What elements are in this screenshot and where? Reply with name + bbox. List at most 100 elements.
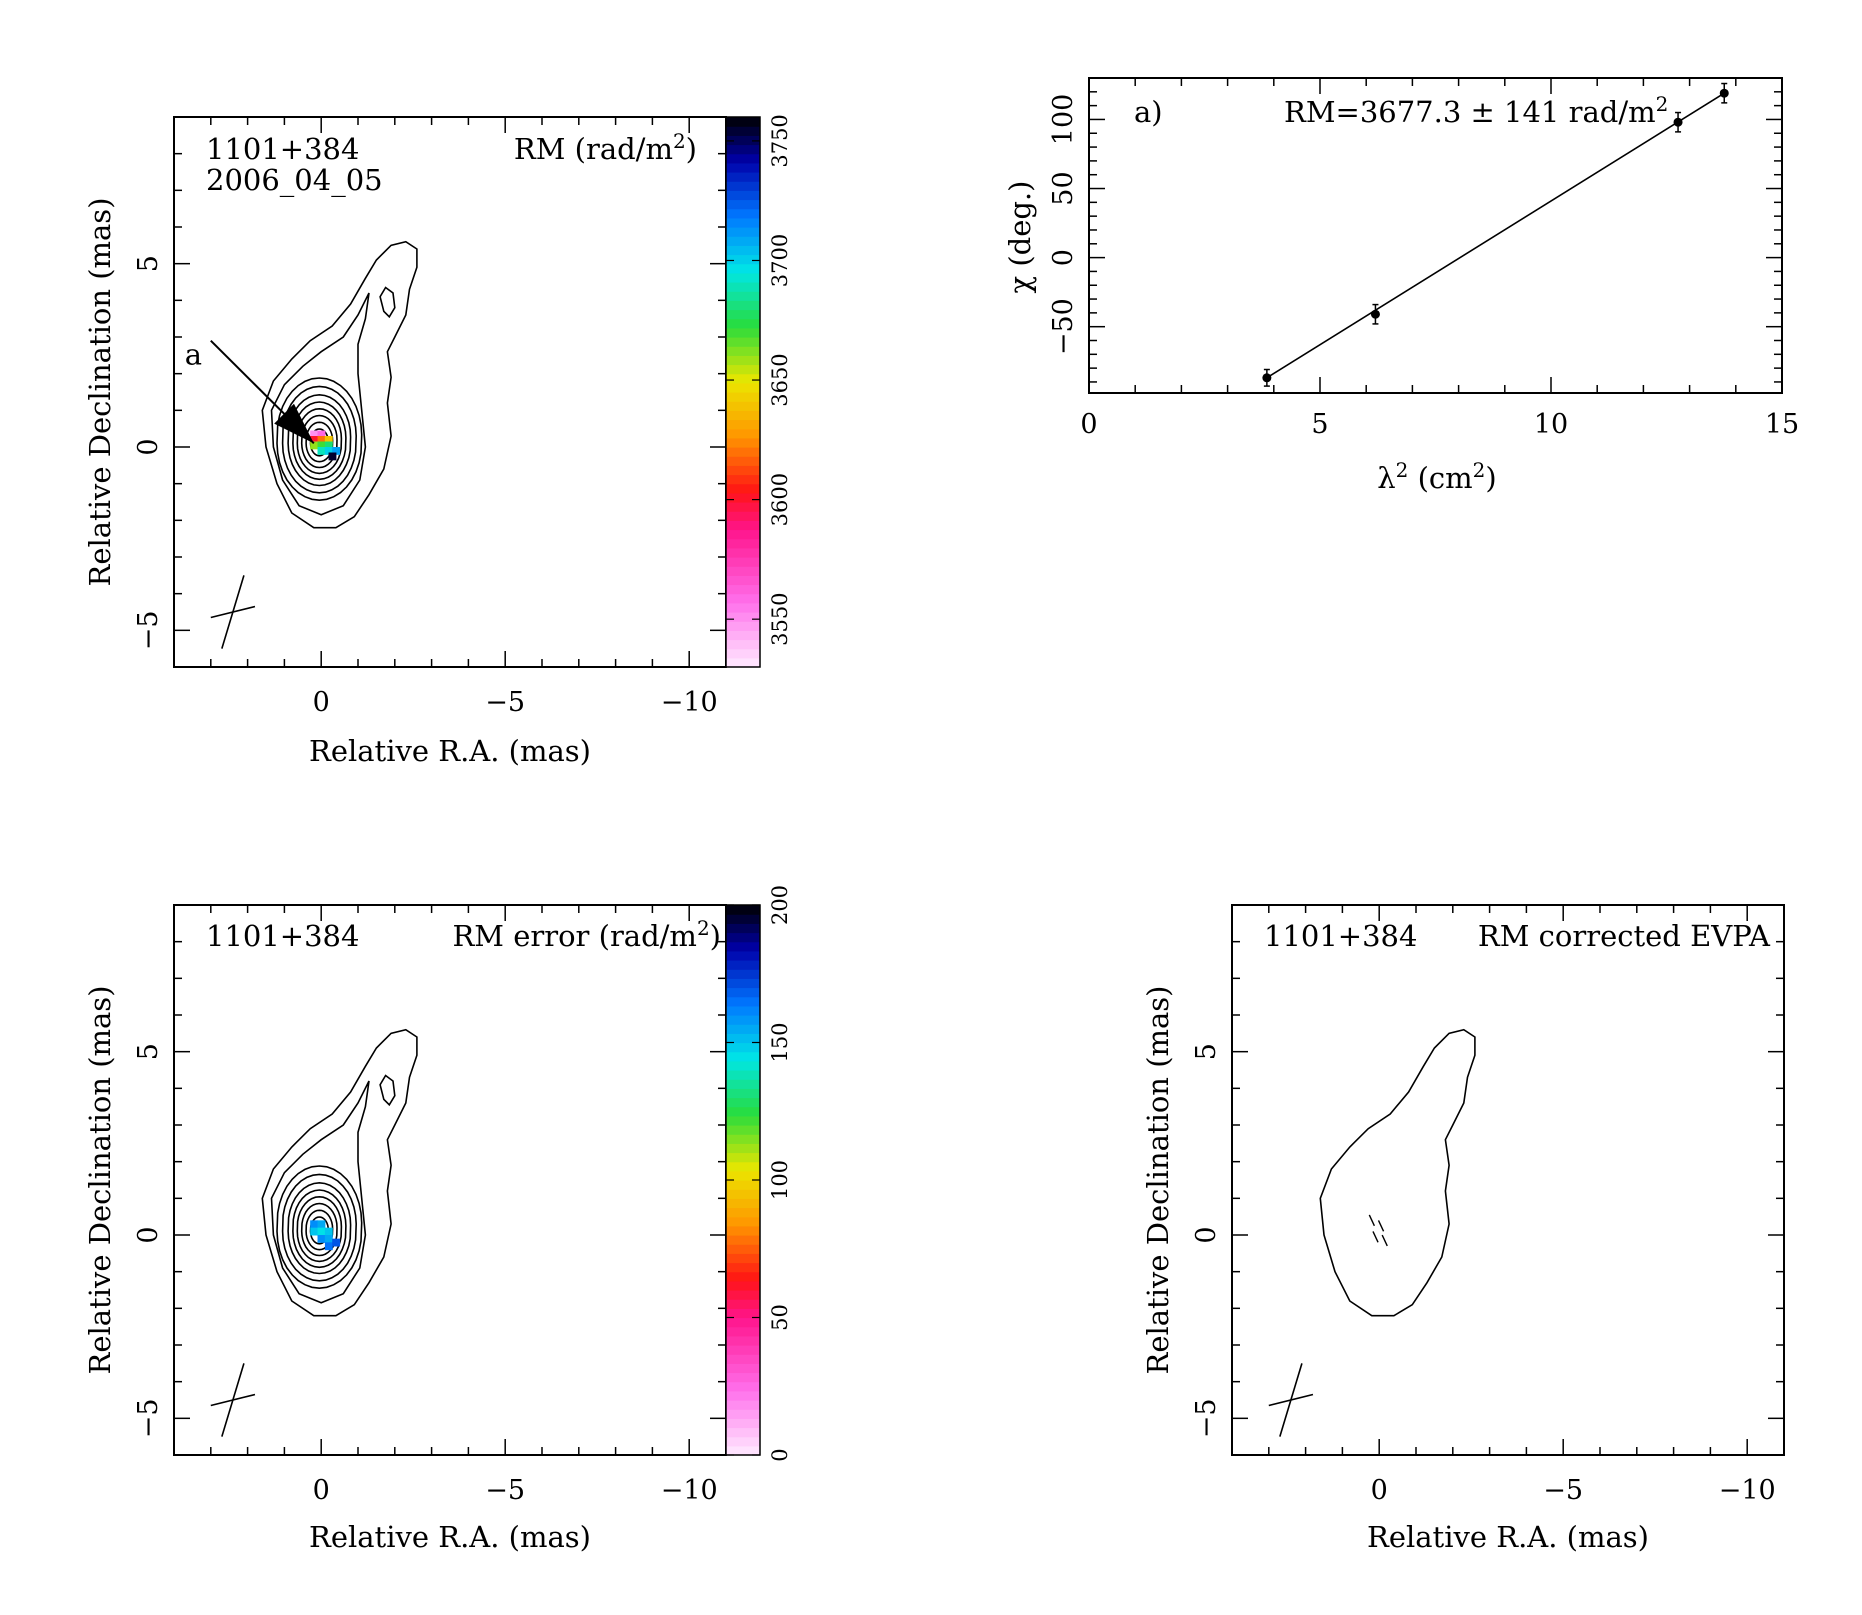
rm-error-map-pixels <box>310 1220 341 1251</box>
colorbar-cell <box>726 1436 760 1447</box>
colorbar-cell <box>726 1216 760 1227</box>
colorbar-cell <box>726 419 760 430</box>
colorbar-cell <box>726 410 760 421</box>
evpa-map-source-name: 1101+384 <box>1264 919 1417 953</box>
colorbar-cell <box>726 1079 760 1089</box>
colorbar-cell <box>726 593 760 604</box>
contour-level <box>287 1181 352 1275</box>
rm-map-epoch: 2006_04_05 <box>206 163 383 198</box>
rm-error-map-ticks <box>173 904 727 1456</box>
rm-map-panel: a 1101+384 2006_04_05 RM (rad/m2) 3550 36… <box>83 114 792 768</box>
colorbar-cell <box>726 437 760 448</box>
rm-map-source-name: 1101+384 <box>206 132 359 166</box>
contour-level <box>270 1080 370 1304</box>
y-tick-label: 0 <box>133 438 164 455</box>
colorbar-cell <box>726 960 760 970</box>
y-tick-label: 5 <box>133 255 164 272</box>
contour-level <box>296 1195 343 1263</box>
y-tick-label: 5 <box>133 1043 164 1060</box>
x-tick-label: 0 <box>1371 1475 1388 1506</box>
map-pixel <box>310 1220 319 1229</box>
colorbar-cell <box>726 135 760 146</box>
colorbar-cell <box>726 1354 760 1364</box>
colorbar-cell <box>726 318 760 329</box>
contour-level <box>292 1189 347 1269</box>
colorbar-cell <box>726 456 760 466</box>
rm-map-pixels <box>310 430 341 461</box>
colorbar-cell <box>726 630 760 641</box>
rm-map-x-axis-title: Relative R.A. (mas) <box>309 734 591 768</box>
data-point <box>1719 88 1729 98</box>
evpa-map-frame <box>1231 904 1785 1456</box>
colorbar-cell <box>726 227 760 237</box>
evpa-map-panel: 1101+384 RM corrected EVPA 0 −5 −10 −5 0 5 R… <box>1141 904 1785 1554</box>
colorbar-cell <box>726 657 760 668</box>
colorbar-cell <box>726 117 760 127</box>
rm-map-y-tick-labels: −5 0 5 <box>133 255 164 650</box>
colorbar-cell <box>726 1244 760 1254</box>
y-tick-label: −5 <box>133 1398 164 1438</box>
map-pixel <box>317 1235 326 1243</box>
colorbar-cell <box>726 447 760 457</box>
colorbar-cell <box>726 520 760 531</box>
evpa-map-y-axis-title: Relative Declination (mas) <box>1141 985 1175 1374</box>
contour-level <box>300 1202 338 1257</box>
colorbar-cell <box>726 1299 760 1309</box>
colorbar-cell <box>726 181 760 191</box>
colorbar-tick-label: 3650 <box>768 353 792 406</box>
colorbar-cell <box>726 1418 760 1429</box>
rm-map-y-axis-title: Relative Declination (mas) <box>83 197 117 586</box>
colorbar-cell <box>726 1042 760 1053</box>
colorbar-cell <box>726 1180 760 1190</box>
colorbar-cell <box>726 337 760 347</box>
map-pixel <box>317 441 326 450</box>
data-point <box>1673 117 1683 127</box>
colorbar-tick-label: 3700 <box>768 234 792 287</box>
colorbar-cell <box>726 1317 760 1328</box>
colorbar-cell <box>726 492 760 503</box>
x-tick-label: −5 <box>485 1475 525 1506</box>
evpa-vectors <box>1368 1214 1388 1247</box>
rm-error-colorbar-labels: 0 50 100 150 200 <box>768 885 792 1462</box>
evpa-vector <box>1372 1231 1379 1243</box>
colorbar-cell <box>726 1115 760 1126</box>
colorbar-cell <box>726 950 760 961</box>
rm-error-map-source-name: 1101+384 <box>206 919 359 953</box>
colorbar-cell <box>726 346 760 356</box>
rm-fit-ticks <box>1088 77 1783 393</box>
colorbar-cell <box>726 1134 760 1144</box>
beam-minor-axis <box>210 1393 256 1407</box>
rm-fit-line <box>1266 92 1725 379</box>
colorbar-cell <box>726 538 760 549</box>
colorbar-cell <box>726 1170 760 1181</box>
colorbar-cell <box>726 1345 760 1355</box>
colorbar-tick-label: 150 <box>768 1022 792 1062</box>
evpa-map-x-tick-labels: 0 −5 −10 <box>1371 1475 1776 1506</box>
colorbar-cell <box>726 1125 760 1135</box>
map-pixel <box>324 1242 333 1251</box>
x-tick-label: −10 <box>661 1475 718 1506</box>
colorbar-cell <box>726 282 760 292</box>
rm-fit-x-tick-labels: 0 5 10 15 <box>1080 409 1799 440</box>
colorbar-cell <box>726 428 760 439</box>
colorbar-cell <box>726 355 760 366</box>
colorbar-cell <box>726 1015 760 1025</box>
colorbar-cell <box>726 932 760 943</box>
y-tick-label: 5 <box>1191 1043 1222 1060</box>
colorbar-cell <box>726 996 760 1007</box>
map-pixel <box>310 430 319 439</box>
x-tick-label: −10 <box>661 687 718 718</box>
x-tick-label: −5 <box>485 687 525 718</box>
colorbar-tick-label: 50 <box>768 1304 792 1331</box>
colorbar-cell <box>726 1070 760 1080</box>
rm-error-map-y-axis-title: Relative Declination (mas) <box>83 985 117 1374</box>
colorbar-cell <box>726 254 760 265</box>
colorbar-cell <box>726 1207 760 1218</box>
colorbar-cell <box>726 199 760 210</box>
colorbar-cell <box>726 153 760 164</box>
annotation-arrow-head <box>274 403 314 444</box>
map-pixel <box>310 441 319 450</box>
rm-map-frame <box>173 116 727 668</box>
colorbar-tick-label: 3550 <box>768 592 792 645</box>
